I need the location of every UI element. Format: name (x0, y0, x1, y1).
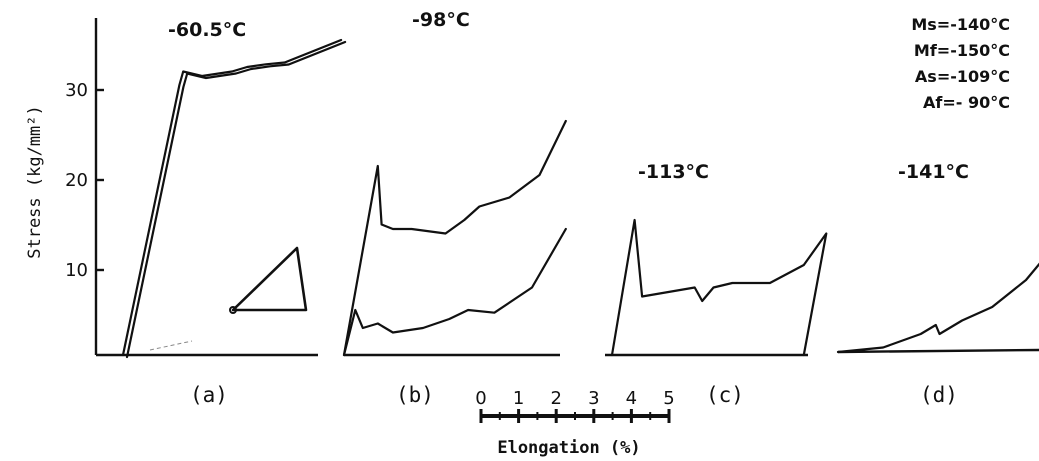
panel-b-curve-2 (342, 227, 567, 357)
panel-a-inset-triangle (229, 246, 308, 314)
curves-layer (121, 38, 1039, 359)
panel-a-temperature: -60.5°C (168, 19, 246, 41)
scale-bar-ticks (479, 409, 671, 423)
y-tick-label-20: 20 (65, 170, 88, 191)
mf-temperature: Mf=-150°C (914, 41, 1010, 60)
panel-d-temperature: -141°C (898, 161, 969, 183)
panel-b-label: (b) (396, 383, 434, 407)
af-temperature: Af=- 90°C (923, 93, 1010, 112)
y-tick-label-10: 10 (65, 260, 88, 281)
y-axis-label: Stress (kg/mm²) (25, 105, 45, 259)
panel-b-temperature: -98°C (412, 9, 470, 31)
transformation-temperatures: Ms=-140°C Mf=-150°C As=-109°C Af=- 90°C (911, 15, 1010, 112)
x-axis-label: Elongation (%) (497, 438, 640, 458)
panel-c-temperature: -113°C (638, 161, 709, 183)
scale-tick-label-1: 1 (513, 388, 524, 409)
panel-a-curve-1 (121, 38, 343, 357)
panel-a-curve-1-double (125, 40, 347, 359)
panel-c-label: (c) (706, 383, 744, 407)
scale-tick-label-3: 3 (588, 388, 599, 409)
scale-tick-label-5: 5 (663, 388, 674, 409)
y-tick-label-30: 30 (65, 80, 88, 101)
elongation-scale-bar: 0 1 2 3 4 5 Elongation (%) (475, 388, 674, 458)
y-axis-ticks (96, 88, 104, 272)
scale-tick-label-2: 2 (550, 388, 561, 409)
ms-temperature: Ms=-140°C (911, 15, 1010, 34)
panel-d-baseline (837, 348, 1039, 354)
scale-tick-label-0: 0 (475, 388, 486, 409)
panel-b-curve-1 (342, 119, 567, 357)
panel-c-curve-1 (610, 218, 828, 357)
panel-a-label: (a) (190, 383, 228, 407)
panel-a-faint-mark (149, 340, 193, 351)
panel-d-curve-1 (836, 262, 1039, 354)
scale-tick-label-4: 4 (626, 388, 637, 409)
panel-d-label: (d) (920, 383, 958, 407)
as-temperature: As=-109°C (915, 67, 1010, 86)
